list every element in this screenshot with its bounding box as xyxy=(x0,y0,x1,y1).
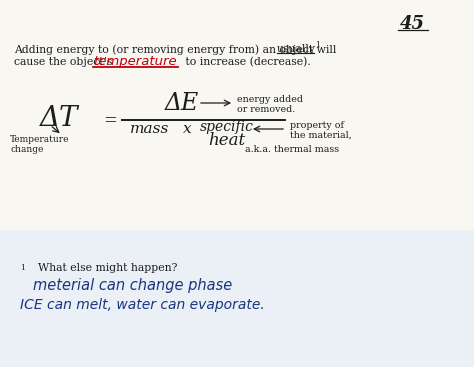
Text: cause the object’s: cause the object’s xyxy=(14,57,116,67)
Text: heat: heat xyxy=(208,132,245,149)
Text: to increase (decrease).: to increase (decrease). xyxy=(182,57,311,67)
Text: Temperature: Temperature xyxy=(10,135,70,144)
Text: specific: specific xyxy=(200,120,254,134)
Bar xyxy=(0,230,474,367)
Text: or removed.: or removed. xyxy=(237,105,295,114)
Text: energy added: energy added xyxy=(237,95,303,104)
Text: usually: usually xyxy=(277,44,316,54)
Text: meterial can change phase: meterial can change phase xyxy=(33,278,232,293)
Text: ICE can melt, water can evaporate.: ICE can melt, water can evaporate. xyxy=(20,298,265,312)
Text: mass: mass xyxy=(130,122,169,136)
Text: 1: 1 xyxy=(20,264,25,272)
Text: What else might happen?: What else might happen? xyxy=(38,263,177,273)
Text: ΔE: ΔE xyxy=(165,92,199,115)
Text: change: change xyxy=(10,145,44,154)
Text: Adding energy to (or removing energy from) an object will: Adding energy to (or removing energy fro… xyxy=(14,44,340,55)
Text: 1: 1 xyxy=(315,41,320,49)
Text: temperature: temperature xyxy=(93,55,177,68)
Text: the material,: the material, xyxy=(290,131,352,140)
Text: property of: property of xyxy=(290,121,344,130)
Text: ΔT: ΔT xyxy=(40,105,79,132)
Text: 45: 45 xyxy=(400,15,425,33)
Text: x: x xyxy=(183,122,191,136)
Text: =: = xyxy=(103,112,117,129)
Text: a.k.a. thermal mass: a.k.a. thermal mass xyxy=(245,145,339,154)
